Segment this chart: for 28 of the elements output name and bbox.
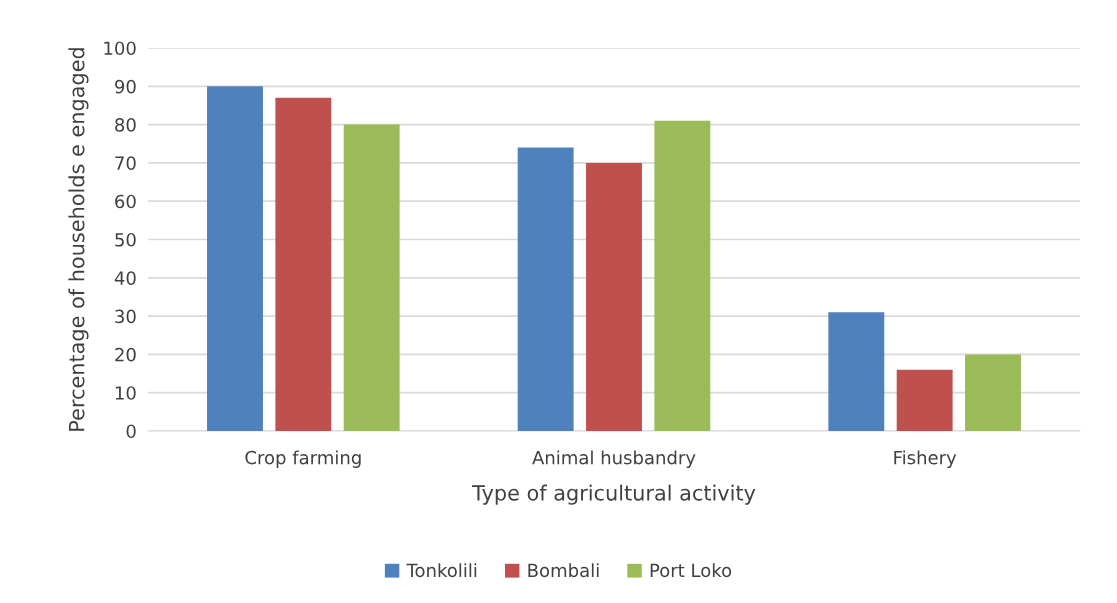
bar [828,312,885,431]
y-tick-label: 70 [115,156,136,171]
legend-label: Bombali [528,563,599,578]
y-axis-title: Percentage of households e engaged [68,48,89,431]
y-tick-label: 30 [115,309,136,324]
bar [275,97,332,431]
bar [654,120,711,431]
bar [343,124,400,431]
x-tick-label: Animal husbandry [532,450,696,468]
y-tick-label: 20 [115,347,136,362]
x-tick-label: Fishery [894,450,957,468]
y-tick-label: 100 [104,41,136,56]
bar [207,86,263,431]
y-tick-label: 80 [115,118,136,132]
y-tick-label: 50 [115,232,136,247]
bar [517,147,574,431]
legend-label: Port Loko [650,563,732,578]
y-tick-label: 0 [126,424,136,439]
y-tick-label: 10 [115,386,136,400]
bar [965,354,1021,431]
y-tick-label: 90 [115,79,136,94]
y-tick-label: 60 [115,194,136,209]
bar [586,162,642,431]
x-axis-title: Type of agricultural activity [472,484,756,505]
legend-label: Tonkolili [406,563,477,578]
y-tick-label: 40 [114,271,136,285]
x-tick-label: Crop farming [245,450,361,468]
bar [896,369,953,431]
